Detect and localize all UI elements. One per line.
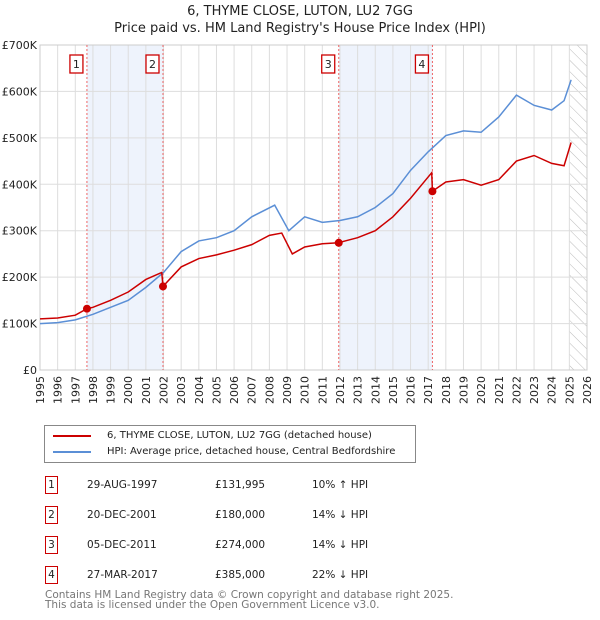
x-tick-label: 1999 — [105, 376, 118, 404]
sale-label-box — [321, 54, 336, 74]
x-tick-label: 2000 — [122, 376, 135, 404]
sale-point — [428, 187, 437, 196]
footer-line-2: This data is licensed under the Open Gov… — [45, 599, 380, 611]
x-tick-label: 2003 — [175, 376, 188, 404]
y-tick-label: £600K — [2, 85, 38, 98]
sale-date: 29-AUG-1997 — [87, 479, 158, 491]
x-tick-label: 2007 — [246, 376, 259, 404]
sale-price: £385,000 — [215, 569, 266, 581]
x-tick-label: 2001 — [140, 376, 153, 404]
x-tick-label: 2023 — [528, 376, 541, 404]
sale-marker-box: 2 — [45, 506, 58, 524]
sale-label: 2 — [149, 58, 156, 71]
sale-point — [158, 282, 167, 291]
sale-price: £131,995 — [215, 479, 266, 491]
sale-price: £180,000 — [215, 509, 266, 521]
x-tick-label: 2024 — [546, 376, 559, 404]
sale-marker-box: 3 — [45, 536, 58, 554]
x-tick-label: 2015 — [387, 376, 400, 404]
sale-date: 05-DEC-2011 — [87, 539, 157, 551]
x-tick-label: 2010 — [299, 376, 312, 404]
x-tick-label: 2009 — [281, 376, 294, 404]
x-tick-label: 2017 — [422, 376, 435, 404]
sale-hpi-diff: 10% ↑ HPI — [312, 479, 369, 491]
y-tick-label: £0 — [23, 364, 37, 377]
hpi-line — [39, 79, 572, 325]
x-tick-label: 2021 — [493, 376, 506, 404]
sale-label: 3 — [325, 58, 332, 71]
x-tick-label: 2016 — [405, 376, 418, 404]
y-tick-label: £500K — [2, 132, 38, 145]
y-tick-label: £400K — [2, 178, 38, 191]
x-tick-label: 2008 — [263, 376, 276, 404]
x-tick-label: 2014 — [369, 376, 382, 404]
sale-label-box — [414, 54, 430, 74]
x-tick-label: 2025 — [563, 376, 576, 404]
x-tick-label: 2020 — [475, 376, 488, 404]
sale-marker-box: 4 — [45, 566, 58, 584]
x-tick-label: 2004 — [193, 376, 206, 404]
footer: Contains HM Land Registry data © Crown c… — [45, 589, 454, 611]
property-price-line — [39, 142, 572, 320]
x-tick-label: 1995 — [34, 376, 47, 404]
forecast-hatch — [569, 45, 587, 370]
y-tick-label: £700K — [2, 39, 38, 52]
y-tick-label: £200K — [2, 271, 38, 284]
x-tick-label: 2018 — [440, 376, 453, 404]
sale-date: 20-DEC-2001 — [87, 509, 157, 521]
sale-hpi-diff: 14% ↓ HPI — [312, 509, 369, 521]
x-tick-label: 2022 — [510, 376, 523, 404]
y-tick-label: £100K — [2, 318, 38, 331]
sale-label-box — [145, 54, 160, 74]
sale-marker-box: 1 — [45, 476, 58, 494]
legend-blue-line — [53, 450, 91, 453]
legend: 6, THYME CLOSE, LUTON, LU2 7GG (detached… — [44, 425, 416, 463]
sale-hpi-diff: 22% ↓ HPI — [312, 569, 369, 581]
chart-subtitle: Price paid vs. HM Land Registry's House … — [114, 21, 486, 36]
y-tick-label: £300K — [2, 225, 38, 238]
legend-red-line — [53, 434, 91, 437]
sale-label: 4 — [418, 58, 425, 71]
sale-point — [334, 238, 343, 247]
plot-border — [39, 44, 588, 371]
sale-price: £274,000 — [215, 539, 266, 551]
shaded-ownership-period — [86, 45, 163, 370]
shaded-ownership-period — [338, 45, 433, 370]
x-tick-label: 2013 — [352, 376, 365, 404]
x-tick-label: 2019 — [457, 376, 470, 404]
x-tick-label: 2005 — [210, 376, 223, 404]
chart-title: 6, THYME CLOSE, LUTON, LU2 7GG — [187, 4, 413, 19]
sale-hpi-diff: 14% ↓ HPI — [312, 539, 369, 551]
x-tick-label: 2002 — [158, 376, 171, 404]
chart-area: 1995 1996 1997 1998 1999 2000 2001 2002 2003 2004… — [2, 39, 594, 404]
sale-label-box — [69, 54, 84, 74]
sale-label: 1 — [73, 58, 80, 71]
x-tick-label: 2026 — [581, 376, 594, 404]
x-tick-label: 2012 — [334, 376, 347, 404]
footer-line-1: Contains HM Land Registry data © Crown c… — [45, 589, 454, 601]
x-tick-label: 2011 — [316, 376, 329, 404]
sale-point — [82, 304, 91, 313]
x-tick-label: 1998 — [87, 376, 100, 404]
legend-property: 6, THYME CLOSE, LUTON, LU2 7GG (detached… — [107, 430, 372, 441]
legend-hpi: HPI: Average price, detached house, Cent… — [107, 446, 396, 457]
x-tick-label: 2006 — [228, 376, 241, 404]
x-tick-label: 1997 — [69, 376, 82, 404]
sale-date: 27-MAR-2017 — [87, 569, 158, 581]
x-tick-label: 1996 — [52, 376, 65, 404]
